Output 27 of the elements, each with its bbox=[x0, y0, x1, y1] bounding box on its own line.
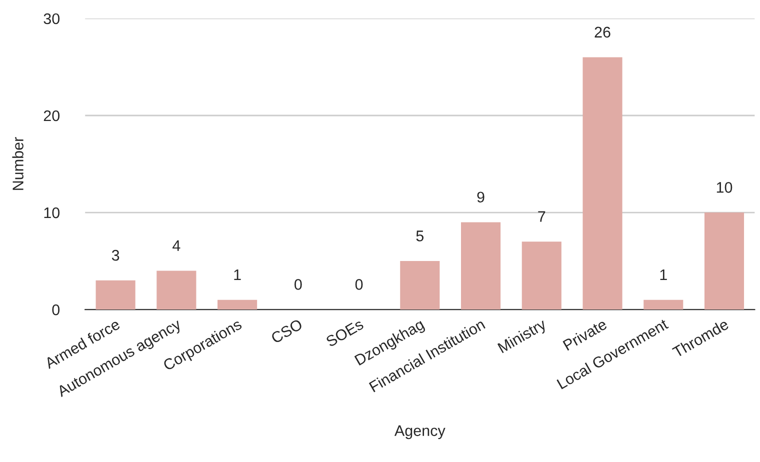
x-axis-title: Agency bbox=[394, 425, 446, 440]
data-label: 5 bbox=[416, 230, 424, 242]
data-label: 1 bbox=[660, 269, 667, 280]
y-tick-label: 10 bbox=[44, 207, 60, 218]
data-label: 0 bbox=[355, 279, 363, 290]
y-tick-label: 30 bbox=[44, 13, 60, 24]
bar bbox=[96, 280, 136, 310]
bar bbox=[644, 300, 684, 310]
data-label: 1 bbox=[234, 269, 241, 280]
data-label: 3 bbox=[112, 250, 120, 261]
bar bbox=[704, 212, 744, 310]
y-axis-title: Number bbox=[12, 137, 24, 190]
x-tick-label: CSO bbox=[270, 318, 304, 344]
data-label: 10 bbox=[716, 182, 732, 193]
data-label: 7 bbox=[538, 211, 546, 222]
y-tick-label: 20 bbox=[44, 110, 60, 122]
data-label: 0 bbox=[294, 279, 302, 290]
data-label: 26 bbox=[594, 26, 610, 38]
y-tick-label: 0 bbox=[52, 304, 60, 316]
bar bbox=[582, 57, 622, 310]
data-label: 9 bbox=[477, 192, 484, 203]
bar bbox=[522, 242, 562, 310]
data-label: 4 bbox=[172, 240, 180, 251]
bar bbox=[218, 300, 258, 310]
bar bbox=[400, 261, 440, 310]
bar bbox=[460, 222, 501, 310]
bar bbox=[156, 270, 196, 310]
